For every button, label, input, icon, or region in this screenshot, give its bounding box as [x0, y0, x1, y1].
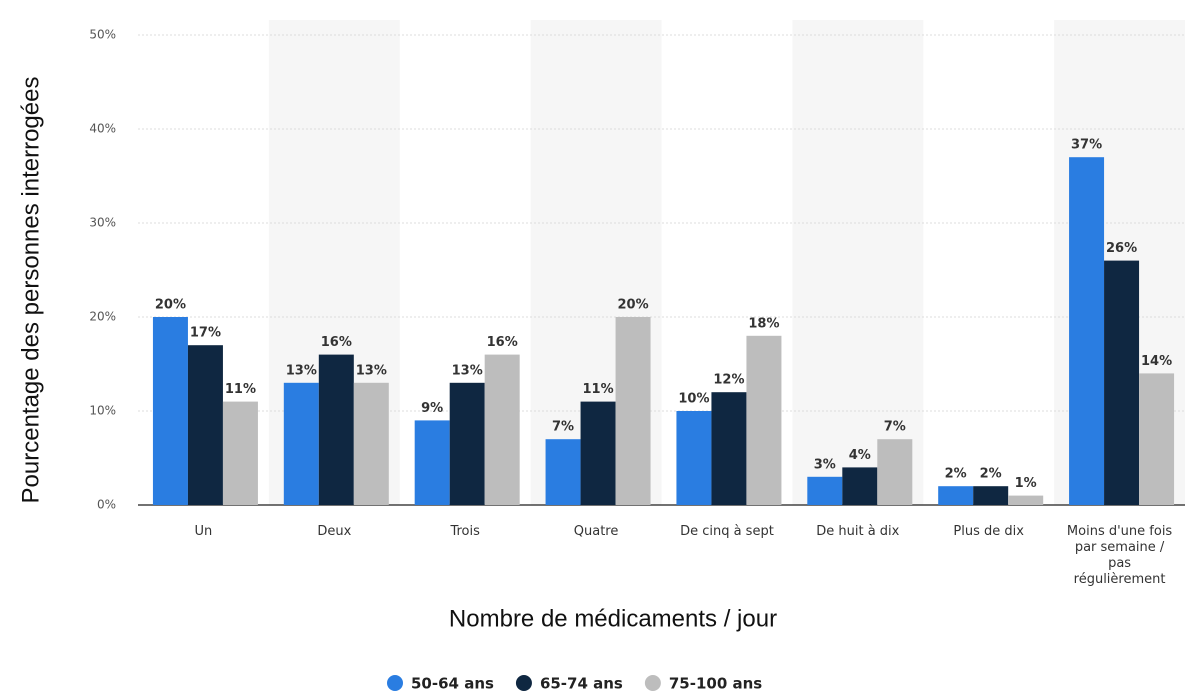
x-tick-label: Deux	[317, 524, 351, 539]
value-label: 16%	[321, 335, 352, 350]
line: pas	[1108, 556, 1131, 571]
value-label: 9%	[421, 401, 443, 416]
legend-swatch	[515, 675, 532, 691]
value-label: 4%	[849, 448, 871, 463]
y-tick-label: 40%	[89, 122, 116, 136]
value-label: 2%	[945, 467, 967, 482]
value-label: 11%	[225, 382, 256, 397]
bar	[580, 401, 616, 505]
value-label: 7%	[884, 420, 906, 435]
line: Moins d'une fois	[1067, 524, 1173, 539]
value-label: 14%	[1141, 354, 1172, 369]
y-tick-label: 30%	[89, 216, 116, 230]
line: régulièrement	[1074, 572, 1166, 587]
value-label: 13%	[452, 363, 483, 378]
line: Plus de dix	[953, 524, 1024, 539]
bar	[152, 317, 188, 505]
bar	[973, 486, 1009, 505]
x-tick-label: Plus de dix	[953, 524, 1024, 539]
bar	[746, 335, 782, 505]
line: Un	[195, 524, 213, 539]
y-tick-label: 50%	[89, 28, 116, 42]
value-label: 17%	[190, 326, 221, 341]
value-label: 11%	[583, 382, 614, 397]
y-tick-label: 0%	[97, 498, 116, 512]
line: De cinq à sept	[680, 524, 774, 539]
value-label: 18%	[748, 316, 779, 331]
bar	[222, 401, 258, 505]
x-tick-label: De huit à dix	[816, 524, 899, 539]
value-label: 16%	[487, 335, 518, 350]
bar	[353, 382, 389, 505]
x-tick-label: De cinq à sept	[680, 524, 774, 539]
x-tick-label: Un	[195, 524, 213, 539]
x-tick-label: Quatre	[574, 524, 619, 539]
legend-swatch	[644, 675, 661, 691]
x-tick-label: Moins d'une fois par semaine / pas régulièr…	[1067, 524, 1173, 587]
x-axis-title: Nombre de médicaments / jour	[449, 605, 777, 632]
bar	[842, 467, 878, 505]
value-label: 20%	[155, 298, 186, 313]
bar	[711, 392, 747, 505]
bar	[877, 439, 913, 505]
y-tick-label: 10%	[89, 404, 116, 418]
bar	[938, 486, 974, 505]
legend-label: 65-74 ans	[540, 675, 623, 693]
line: Trois	[449, 524, 480, 539]
bar	[545, 439, 581, 505]
bar	[676, 411, 712, 505]
bar	[615, 317, 651, 505]
value-label: 7%	[552, 420, 574, 435]
bar	[1104, 260, 1140, 505]
value-label: 13%	[286, 363, 317, 378]
bar	[414, 420, 450, 505]
bar	[1139, 373, 1175, 505]
value-label: 20%	[618, 298, 649, 313]
value-label: 37%	[1071, 138, 1102, 153]
value-label: 13%	[356, 363, 387, 378]
bar	[1069, 157, 1105, 505]
bar	[318, 354, 354, 505]
line: Quatre	[574, 524, 619, 539]
line: De huit à dix	[816, 524, 899, 539]
value-label: 26%	[1106, 241, 1137, 256]
x-tick-label: Trois	[449, 524, 480, 539]
line: par semaine /	[1075, 540, 1165, 555]
bar	[484, 354, 520, 505]
bar	[449, 382, 485, 505]
value-label: 2%	[980, 467, 1002, 482]
line: Deux	[317, 524, 351, 539]
band-shade	[792, 20, 924, 505]
y-axis-title: Pourcentage des personnes interrogées	[17, 77, 44, 504]
bar	[283, 382, 319, 505]
bar	[187, 345, 223, 505]
legend-label: 75-100 ans	[669, 675, 762, 693]
value-label: 10%	[678, 392, 709, 407]
legend-swatch	[387, 675, 403, 691]
bar	[1008, 495, 1044, 505]
legend-label: 50-64 ans	[411, 675, 494, 693]
y-tick-label: 20%	[89, 310, 116, 324]
value-label: 3%	[814, 457, 836, 472]
value-label: 12%	[713, 373, 744, 388]
bar	[807, 476, 843, 505]
value-label: 1%	[1015, 476, 1037, 491]
